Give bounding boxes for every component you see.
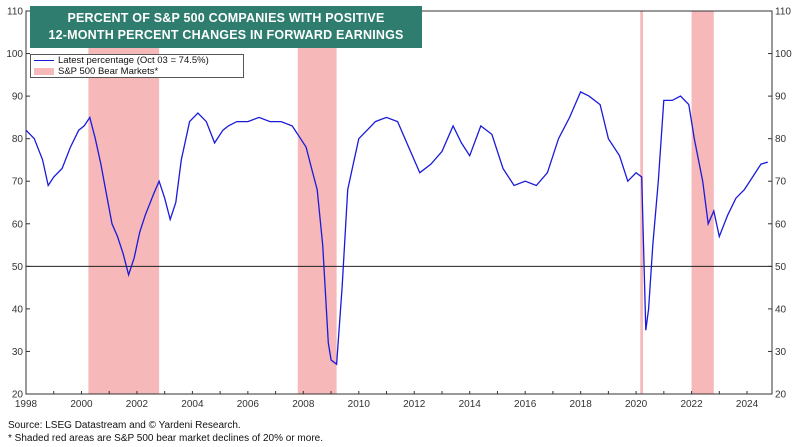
y-tick-label-left: 50 [12, 262, 24, 273]
x-tick-label: 2010 [348, 399, 371, 410]
x-tick-label: 2022 [680, 399, 703, 410]
y-tick-label-left: 100 [6, 49, 23, 60]
x-tick-label: 2018 [570, 399, 593, 410]
y-tick-label-left: 20 [12, 390, 24, 401]
x-tick-label: 2002 [126, 399, 149, 410]
y-tick-label-left: 110 [7, 7, 23, 18]
legend: Latest percentage (Oct 03 = 74.5%) S&P 5… [30, 54, 244, 78]
legend-shade-label: S&P 500 Bear Markets* [58, 66, 159, 77]
y-tick-label-left: 70 [12, 177, 24, 188]
y-tick-label-left: 90 [12, 92, 24, 103]
y-axis-left-ticks: 20 30 40 50 60 70 80 90 100 110 [6, 7, 30, 401]
legend-item-series: Latest percentage (Oct 03 = 74.5%) [31, 55, 243, 66]
y-tick-label-left: 30 [12, 347, 24, 358]
y-tick-label-right: 90 [775, 92, 787, 103]
legend-shade-swatch [34, 68, 54, 75]
y-tick-label-left: 40 [12, 304, 24, 315]
x-axis-ticks: 1998 2000 2002 2004 2006 2008 2010 2012 2014 2016… [15, 391, 759, 410]
legend-item-shade: S&P 500 Bear Markets* [31, 66, 243, 77]
bear-market-band-2 [640, 11, 644, 394]
x-tick-label: 2020 [625, 399, 648, 410]
bear-market-band-1 [297, 11, 337, 394]
x-tick-label: 2016 [514, 399, 537, 410]
footnote-shading: * Shaded red areas are S&P 500 bear mark… [8, 433, 323, 444]
x-tick-label: 2004 [181, 399, 204, 410]
x-tick-label: 2008 [292, 399, 315, 410]
y-tick-label-right: 70 [775, 177, 787, 188]
y-tick-label-right: 30 [775, 347, 787, 358]
footnote-source: Source: LSEG Datastream and © Yardeni Re… [8, 420, 241, 431]
y-tick-label-right: 110 [775, 7, 791, 18]
y-tick-label-right: 80 [775, 134, 787, 145]
legend-series-label: Latest percentage (Oct 03 = 74.5%) [58, 55, 209, 66]
chart-title: PERCENT OF S&P 500 COMPANIES WITH POSITI… [30, 6, 422, 48]
y-tick-label-right: 60 [775, 219, 787, 230]
bear-market-band-3 [691, 11, 714, 394]
y-tick-label-right: 40 [775, 304, 787, 315]
x-tick-label: 2012 [403, 399, 426, 410]
x-tick-label: 1998 [15, 399, 38, 410]
y-tick-label-right: 100 [775, 49, 792, 60]
y-tick-label-left: 60 [12, 219, 24, 230]
x-tick-label: 2014 [459, 399, 482, 410]
y-tick-label-left: 80 [12, 134, 24, 145]
series-line [25, 91, 768, 366]
chart-title-line-2: 12-MONTH PERCENT CHANGES IN FORWARD EARN… [48, 28, 404, 42]
legend-line-swatch [34, 60, 54, 61]
y-tick-label-right: 50 [775, 262, 787, 273]
x-tick-label: 2024 [736, 399, 759, 410]
x-tick-label: 2006 [237, 399, 260, 410]
x-tick-label: 2000 [70, 399, 93, 410]
y-tick-label-right: 20 [775, 390, 787, 401]
chart-title-line-1: PERCENT OF S&P 500 COMPANIES WITH POSITI… [67, 11, 385, 25]
y-axis-right-ticks: 20 30 40 50 60 70 80 90 100 110 [768, 7, 792, 401]
